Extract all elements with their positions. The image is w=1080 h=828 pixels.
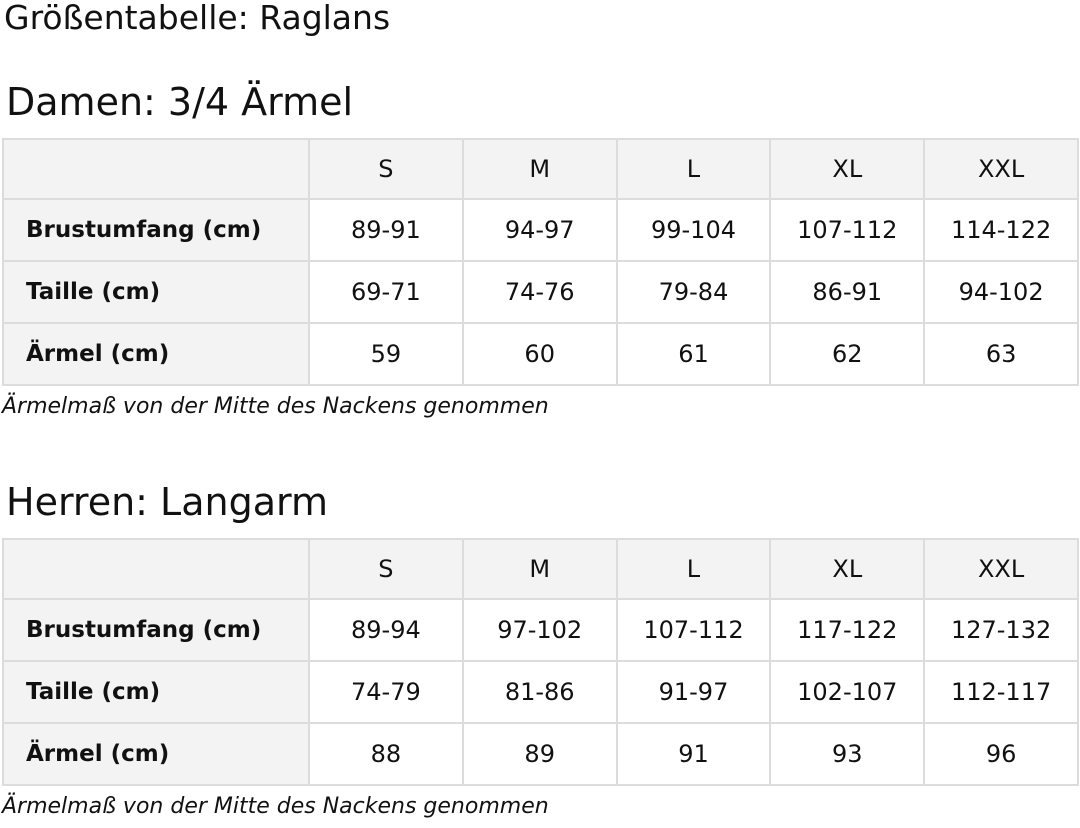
size-header: XL bbox=[769, 138, 926, 200]
table-row: Ärmel (cm) 59 60 61 62 63 bbox=[2, 322, 1079, 386]
section-heading: Damen: 3/4 Ärmel bbox=[6, 80, 354, 124]
table-cell: 107-112 bbox=[615, 598, 772, 662]
table-cell: 61 bbox=[615, 322, 772, 386]
table-cell: 89-94 bbox=[308, 598, 464, 662]
row-label: Brustumfang (cm) bbox=[2, 198, 310, 262]
footnote: Ärmelmaß von der Mitte des Nackens genom… bbox=[2, 794, 549, 819]
row-label: Brustumfang (cm) bbox=[2, 598, 310, 662]
header-row: S M L XL XXL bbox=[2, 138, 1079, 200]
table-cell: 99-104 bbox=[615, 198, 772, 262]
size-header: M bbox=[461, 138, 618, 200]
table-row: Taille (cm) 69-71 74-76 79-84 86-91 94-102 bbox=[2, 260, 1079, 324]
table-cell: 97-102 bbox=[461, 598, 618, 662]
size-header: L bbox=[615, 538, 772, 600]
size-table: S M L XL XXL Brustumfang (cm) 89-94 97-102 107-1… bbox=[2, 538, 1079, 786]
table-cell: 81-86 bbox=[461, 660, 618, 724]
row-label: Ärmel (cm) bbox=[2, 322, 310, 386]
table-cell: 60 bbox=[461, 322, 618, 386]
size-header: XXL bbox=[923, 138, 1079, 200]
size-header: XXL bbox=[923, 538, 1079, 600]
table-cell: 127-132 bbox=[923, 598, 1079, 662]
table-cell: 79-84 bbox=[615, 260, 772, 324]
size-header: M bbox=[461, 538, 618, 600]
table-cell: 117-122 bbox=[769, 598, 926, 662]
table-cell: 88 bbox=[308, 722, 464, 786]
size-header: S bbox=[308, 538, 464, 600]
header-row: S M L XL XXL bbox=[2, 538, 1079, 600]
size-header: S bbox=[308, 138, 464, 200]
table-cell: 89 bbox=[461, 722, 618, 786]
table-cell: 96 bbox=[923, 722, 1079, 786]
table-cell: 62 bbox=[769, 322, 926, 386]
table-cell: 74-79 bbox=[308, 660, 464, 724]
table-cell: 94-102 bbox=[923, 260, 1079, 324]
table-cell: 107-112 bbox=[769, 198, 926, 262]
table-cell: 63 bbox=[923, 322, 1079, 386]
table-cell: 59 bbox=[308, 322, 464, 386]
table-cell: 93 bbox=[769, 722, 926, 786]
header-corner bbox=[2, 138, 310, 200]
size-header: L bbox=[615, 138, 772, 200]
table-cell: 69-71 bbox=[308, 260, 464, 324]
table-cell: 91-97 bbox=[615, 660, 772, 724]
table-cell: 74-76 bbox=[461, 260, 618, 324]
table-cell: 114-122 bbox=[923, 198, 1079, 262]
footnote: Ärmelmaß von der Mitte des Nackens genom… bbox=[2, 394, 549, 419]
table-row: Brustumfang (cm) 89-91 94-97 99-104 107-112 1… bbox=[2, 198, 1079, 262]
section-heading: Herren: Langarm bbox=[6, 480, 328, 524]
table-cell: 112-117 bbox=[923, 660, 1079, 724]
table-cell: 89-91 bbox=[308, 198, 464, 262]
size-header: XL bbox=[769, 538, 926, 600]
header-corner bbox=[2, 538, 310, 600]
row-label: Taille (cm) bbox=[2, 660, 310, 724]
row-label: Taille (cm) bbox=[2, 260, 310, 324]
table-cell: 102-107 bbox=[769, 660, 926, 724]
table-row: Brustumfang (cm) 89-94 97-102 107-112 117-12… bbox=[2, 598, 1079, 662]
table-cell: 94-97 bbox=[461, 198, 618, 262]
table-cell: 91 bbox=[615, 722, 772, 786]
table-row: Taille (cm) 74-79 81-86 91-97 102-107 112-117 bbox=[2, 660, 1079, 724]
page-title: Größentabelle: Raglans bbox=[4, 0, 391, 37]
table-cell: 86-91 bbox=[769, 260, 926, 324]
table-row: Ärmel (cm) 88 89 91 93 96 bbox=[2, 722, 1079, 786]
size-table: S M L XL XXL Brustumfang (cm) 89-91 94-97 99-104… bbox=[2, 138, 1079, 386]
row-label: Ärmel (cm) bbox=[2, 722, 310, 786]
